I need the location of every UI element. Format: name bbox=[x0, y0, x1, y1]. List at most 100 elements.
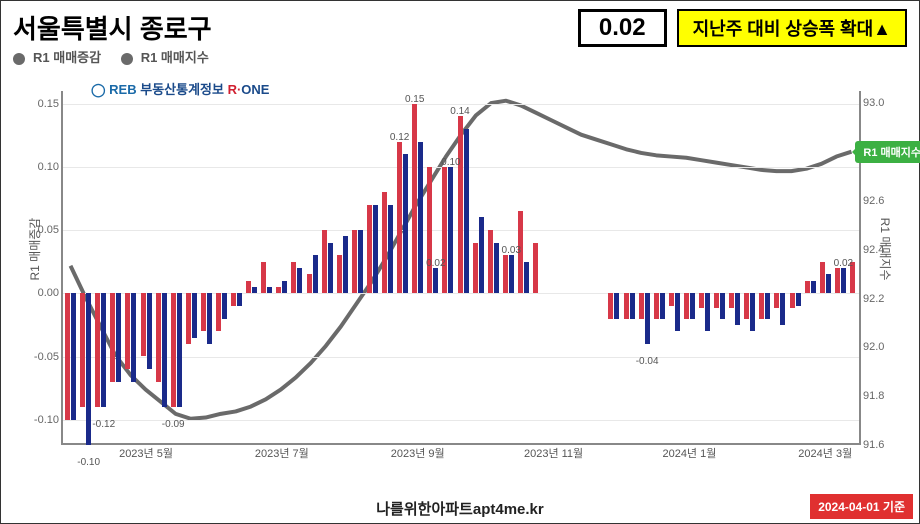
bar bbox=[110, 293, 115, 382]
data-label: -0.04 bbox=[636, 356, 659, 367]
bar bbox=[774, 293, 779, 308]
bar bbox=[297, 268, 302, 293]
bar bbox=[841, 268, 846, 293]
legend-label-1: R1 매매증감 bbox=[33, 50, 101, 65]
bar bbox=[267, 287, 272, 293]
chart-area: -0.10-0.050.000.050.100.1591.691.892.092… bbox=[61, 71, 859, 473]
bar bbox=[343, 236, 348, 293]
bar bbox=[307, 274, 312, 293]
bar bbox=[442, 167, 447, 293]
bar bbox=[720, 293, 725, 318]
y-left-tick: -0.05 bbox=[25, 351, 59, 363]
bar bbox=[192, 293, 197, 337]
bar bbox=[750, 293, 755, 331]
y-right-tick: 91.8 bbox=[863, 390, 897, 402]
bar bbox=[237, 293, 242, 306]
bar bbox=[805, 281, 810, 294]
x-axis-label: 2024년 3월 bbox=[798, 445, 852, 461]
bar bbox=[276, 287, 281, 293]
data-label: 0.12 bbox=[390, 132, 409, 143]
bar bbox=[171, 293, 176, 407]
bar bbox=[630, 293, 635, 318]
bar bbox=[503, 255, 508, 293]
bar bbox=[412, 104, 417, 294]
legend-dot-1 bbox=[13, 53, 25, 65]
y-left-tick: 0.10 bbox=[25, 161, 59, 173]
line-label-badge: R1 매매지수 bbox=[855, 141, 920, 163]
bar bbox=[614, 293, 619, 318]
bar bbox=[735, 293, 740, 325]
bar bbox=[729, 293, 734, 308]
bar bbox=[759, 293, 764, 318]
value-box: 0.02 bbox=[578, 9, 667, 47]
bar bbox=[322, 230, 327, 293]
y-right-tick: 92.2 bbox=[863, 293, 897, 305]
plot-region: -0.10-0.050.000.050.100.1591.691.892.092… bbox=[61, 91, 861, 445]
bar bbox=[397, 142, 402, 294]
data-label: -0.12 bbox=[92, 419, 115, 430]
bar bbox=[337, 255, 342, 293]
bar bbox=[403, 154, 408, 293]
bar bbox=[125, 293, 130, 369]
bar bbox=[222, 293, 227, 318]
bar bbox=[141, 293, 146, 356]
bar bbox=[201, 293, 206, 331]
bar bbox=[714, 293, 719, 308]
bar bbox=[131, 293, 136, 382]
bar bbox=[328, 243, 333, 294]
bar bbox=[313, 255, 318, 293]
bar bbox=[162, 293, 167, 407]
bar bbox=[524, 262, 529, 294]
bar bbox=[811, 281, 816, 294]
y-right-tick: 91.6 bbox=[863, 439, 897, 451]
footer-credit: 나를위한아파트apt4me.kr bbox=[376, 498, 543, 519]
chart-container: 서울특별시 종로구 0.02 지난주 대비 상승폭 확대▲ R1 매매증감 R1… bbox=[0, 0, 920, 524]
bar bbox=[624, 293, 629, 318]
page-title: 서울특별시 종로구 bbox=[13, 9, 568, 46]
bar bbox=[669, 293, 674, 306]
bar bbox=[790, 293, 795, 308]
y-right-tick: 93.0 bbox=[863, 97, 897, 109]
bar bbox=[744, 293, 749, 318]
bar bbox=[479, 217, 484, 293]
y-left-tick: 0.00 bbox=[25, 287, 59, 299]
x-axis-label: 2023년 11월 bbox=[524, 445, 583, 461]
bar bbox=[352, 230, 357, 293]
bar bbox=[282, 281, 287, 294]
bar bbox=[367, 205, 372, 294]
bar bbox=[458, 116, 463, 293]
data-label: 0.14 bbox=[450, 106, 469, 117]
y-left-tick: -0.10 bbox=[25, 414, 59, 426]
x-axis-label: 2023년 7월 bbox=[255, 445, 309, 461]
legend-dot-2 bbox=[121, 53, 133, 65]
data-label: 0.10 bbox=[441, 157, 460, 168]
x-axis-label: 2023년 9월 bbox=[391, 445, 445, 461]
x-axis-label: 2024년 1월 bbox=[662, 445, 716, 461]
y-right-tick: 92.6 bbox=[863, 195, 897, 207]
bar bbox=[639, 293, 644, 318]
bar bbox=[645, 293, 650, 344]
bar bbox=[488, 230, 493, 293]
bar bbox=[835, 268, 840, 293]
bar bbox=[101, 293, 106, 407]
data-label: 0.02 bbox=[426, 258, 445, 269]
bar bbox=[382, 192, 387, 293]
bar bbox=[699, 293, 704, 308]
bar bbox=[654, 293, 659, 318]
bar bbox=[533, 243, 538, 294]
grid-line bbox=[63, 357, 859, 358]
bar bbox=[373, 205, 378, 294]
bar bbox=[780, 293, 785, 325]
bar bbox=[116, 293, 121, 382]
data-label: 0.03 bbox=[502, 245, 521, 256]
bar bbox=[608, 293, 613, 318]
grid-line bbox=[63, 104, 859, 105]
bar bbox=[675, 293, 680, 331]
bar bbox=[494, 243, 499, 294]
bar bbox=[826, 274, 831, 293]
footer-date: 2024-04-01 기준 bbox=[810, 494, 913, 519]
legend-label-2: R1 매매지수 bbox=[141, 50, 209, 65]
bar bbox=[464, 129, 469, 293]
y-axis-left-label: R1 매매증감 bbox=[26, 218, 43, 281]
y-axis-right-label: R1 매매지수 bbox=[877, 218, 894, 281]
